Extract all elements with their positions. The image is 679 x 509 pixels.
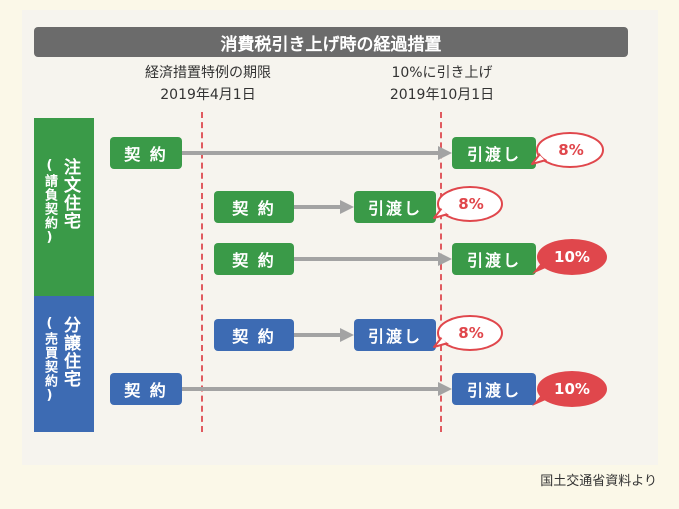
deadline-line-1 — [201, 112, 203, 432]
arrow-row-5 — [182, 382, 452, 396]
arrow-row-4 — [294, 328, 354, 342]
deadline-2-date: 2019年10月1日 — [389, 87, 495, 103]
arrow-row-2 — [294, 200, 354, 214]
contract-box-4: 契 約 — [214, 319, 294, 351]
deadline-line-2 — [440, 112, 442, 432]
rate-text-3: 10% — [554, 248, 590, 266]
deadline-2-desc: 10%に引き上げ — [391, 65, 493, 81]
category-order-house-sub: (請負契約) — [42, 158, 57, 246]
rate-bubble-3 — [532, 239, 607, 275]
rate-bubble-5 — [532, 371, 607, 407]
diagram-title: 消費税引き上げ時の経過措置 — [34, 27, 628, 57]
rate-bubble-2 — [433, 186, 503, 222]
category-sale-house: 分譲住宅 (売買契約) — [34, 296, 94, 432]
deadline-label-2: 10%に引き上げ 2019年10月1日 — [358, 62, 526, 106]
deadline-1-date: 2019年4月1日 — [160, 87, 256, 103]
rate-text-4: 8% — [458, 324, 484, 342]
category-sale-house-label: 分譲住宅 — [60, 316, 80, 388]
contract-box-2: 契 約 — [214, 191, 294, 223]
source-credit: 国土交通省資料より — [540, 474, 657, 489]
deadline-1-desc: 経済措置特例の期限 — [145, 65, 271, 81]
contract-box-1: 契 約 — [110, 137, 182, 169]
category-order-house-label: 注文住宅 — [60, 158, 80, 230]
handover-box-5: 引渡し — [452, 373, 536, 405]
handover-box-3: 引渡し — [452, 243, 536, 275]
rate-text-1: 8% — [558, 141, 584, 159]
rate-bubble-4 — [433, 315, 503, 351]
arrow-row-3 — [294, 252, 452, 266]
handover-box-2: 引渡し — [354, 191, 436, 223]
contract-box-5: 契 約 — [110, 373, 182, 405]
deadline-label-1: 経済措置特例の期限 2019年4月1日 — [120, 62, 296, 106]
arrow-row-1 — [182, 146, 452, 160]
rate-text-5: 10% — [554, 380, 590, 398]
category-order-house: 注文住宅 (請負契約) — [34, 118, 94, 296]
rate-bubble-1 — [531, 132, 604, 168]
handover-box-4: 引渡し — [354, 319, 436, 351]
rate-text-2: 8% — [458, 195, 484, 213]
handover-box-1: 引渡し — [452, 137, 536, 169]
contract-box-3: 契 約 — [214, 243, 294, 275]
category-sale-house-sub: (売買契約) — [42, 316, 57, 404]
